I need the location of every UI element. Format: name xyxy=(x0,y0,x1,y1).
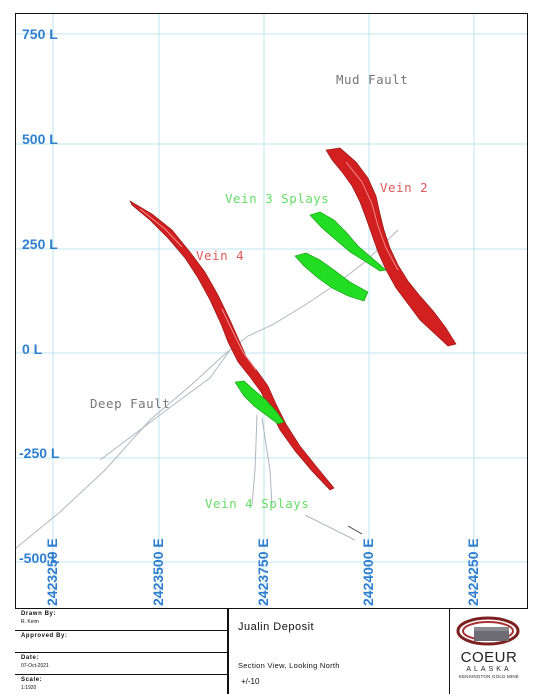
easting-label-2423750: 2423750 E xyxy=(255,538,271,606)
logo-divider xyxy=(449,609,450,694)
approved-by-label: Approved By: xyxy=(21,633,68,639)
grid xyxy=(16,14,527,607)
drawn-by-field: Drawn By: R. Keim xyxy=(15,609,228,631)
scale-label: Scale: xyxy=(21,677,43,683)
level-label-750: 750 L xyxy=(22,26,58,42)
title-block-divider xyxy=(228,609,229,694)
company-logo: COEUR ALASKA KENSINGTON GOLD MINE xyxy=(450,609,526,694)
vein-4-splays-label: Vein 4 Splays xyxy=(205,496,310,511)
easting-label-2423500: 2423500 E xyxy=(150,538,166,606)
logo-mine-name: KENSINGTON GOLD MINE xyxy=(458,674,520,679)
drawn-by-label: Drawn By: xyxy=(21,611,57,617)
vein-4-label: Vein 4 xyxy=(196,248,245,263)
level-label-minus-500: -500 L xyxy=(19,550,60,566)
vein-4-splay-leader-1 xyxy=(251,414,258,506)
easting-label-2423250: 2423250 E xyxy=(44,538,60,606)
vein-4-highlight xyxy=(139,208,257,371)
vein-2-body xyxy=(325,147,457,347)
vein-3-splays-label: Vein 3 Splays xyxy=(225,191,330,206)
project-title: Jualin Deposit xyxy=(238,621,315,633)
date-value: 07-Oct-2021 xyxy=(21,663,49,669)
fault-trace-secondary xyxy=(99,349,231,461)
scale-value: 1:1920 xyxy=(21,685,37,691)
vein-3-splay-lower xyxy=(294,252,369,302)
approved-by-field: Approved By: xyxy=(15,631,228,653)
vein-2-highlight xyxy=(345,161,399,271)
date-label: Date: xyxy=(21,655,40,661)
vein-3-splay-upper xyxy=(309,211,387,272)
vein-4-splay-leader-3 xyxy=(304,514,356,541)
section-tolerance: +/-10 xyxy=(241,677,260,686)
level-label-250: 250 L xyxy=(22,236,58,252)
view-description: Section View, Looking North xyxy=(238,661,340,670)
easting-label-2424250: 2424250 E xyxy=(465,538,481,606)
mud-fault-label: Mud Fault xyxy=(336,72,409,87)
vein-4-splay-leader-2 xyxy=(261,417,273,506)
vein-fragment xyxy=(347,525,363,535)
easting-label-2424000: 2424000 E xyxy=(360,538,376,606)
level-label-minus-250: -250 L xyxy=(19,445,60,461)
deep-fault-label: Deep Fault xyxy=(90,396,171,411)
vein-4-body xyxy=(129,200,335,491)
logo-region: ALASKA xyxy=(466,666,512,673)
vein-4-splay xyxy=(234,380,285,425)
date-field: Date: 07-Oct-2021 xyxy=(15,653,228,675)
logo-emblem xyxy=(456,616,520,646)
logo-company-name: COEUR xyxy=(460,649,518,666)
level-label-500: 500 L xyxy=(22,131,58,147)
title-block: Drawn By: R. Keim Approved By: Date: 07-… xyxy=(15,608,528,695)
drawn-by-value: R. Keim xyxy=(21,619,39,625)
level-label-0: 0 L xyxy=(22,341,43,357)
scale-field: Scale: 1:1920 xyxy=(15,675,228,694)
vein-2-label: Vein 2 xyxy=(380,180,429,195)
